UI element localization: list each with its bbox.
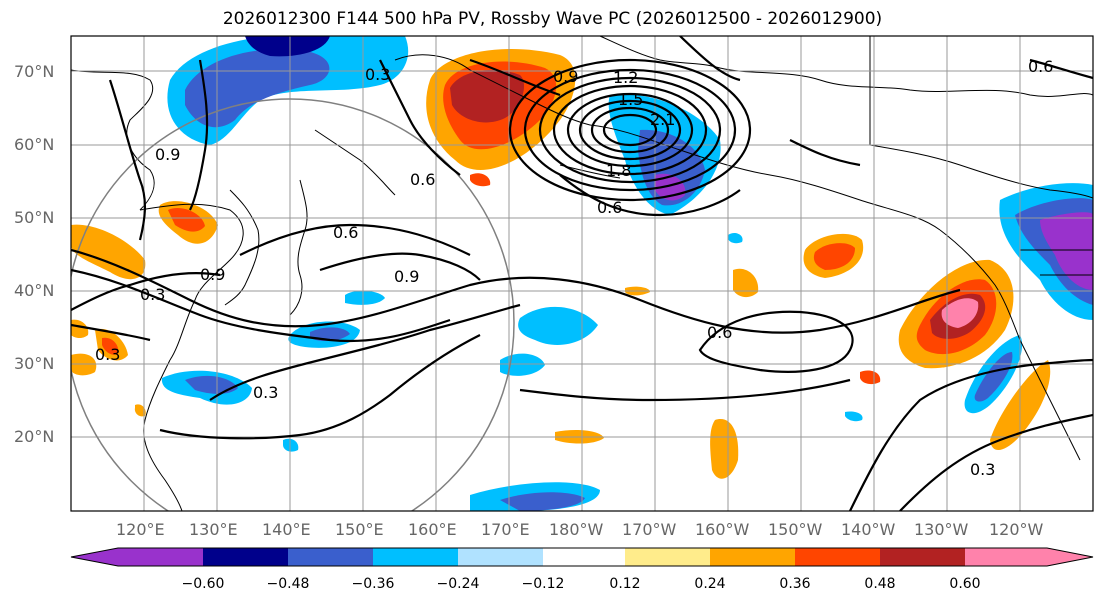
gridlines	[71, 36, 1093, 511]
lat-label: 50°N	[14, 208, 55, 227]
contour-label: 0.6	[1028, 57, 1053, 76]
lon-label: 120°W	[989, 520, 1044, 539]
region-circle	[71, 98, 515, 511]
colorbar-extend-low	[71, 548, 118, 566]
colorbar-swatch	[965, 548, 1047, 566]
lat-label: 30°N	[14, 354, 55, 373]
colorbar-tick-label: −0.24	[436, 576, 480, 592]
colorbar-swatch	[625, 548, 710, 566]
colorbar-tick-label: 0.12	[609, 576, 641, 592]
contour-label: 0.3	[365, 65, 390, 84]
contour-label-group: 0.3 0.6 0.6 0.6 0.9 0.9 0.9 0.9 1.2 1.5 …	[95, 57, 1053, 479]
colorbar-tick-label: 0.48	[864, 576, 896, 592]
colorbar-tick-label: −0.48	[266, 576, 310, 592]
contour-label: 0.3	[253, 383, 278, 402]
colorbar-swatch	[795, 548, 880, 566]
lon-label: 140°W	[841, 520, 896, 539]
colorbar-swatch	[880, 548, 965, 566]
lon-label: 180°W	[549, 520, 604, 539]
lon-label: 150°E	[335, 520, 384, 539]
contour-label: 1.8	[606, 161, 631, 180]
colorbar-tick-label: −0.36	[351, 576, 395, 592]
contour-label: 0.6	[707, 323, 732, 342]
contour-label: 0.6	[333, 223, 358, 242]
map-frame	[70, 35, 1094, 512]
lat-label: 60°N	[14, 135, 55, 154]
colorbar-swatch	[203, 548, 288, 566]
colorbar-tick-label: 0.60	[949, 576, 981, 592]
colorbar-tick-label: 0.36	[779, 576, 811, 592]
contour-label: 0.9	[553, 67, 578, 86]
pv-contours	[71, 36, 1093, 511]
colorbar-tick-label: −0.60	[181, 576, 225, 592]
lon-label: 130°W	[914, 520, 969, 539]
colorbar-swatch	[288, 548, 373, 566]
lat-label: 20°N	[14, 427, 55, 446]
contour-label: 0.3	[95, 345, 120, 364]
contour-label: 0.3	[140, 285, 165, 304]
colorbar-swatch	[373, 548, 458, 566]
colorbar-extend-high	[1047, 548, 1093, 566]
lat-label: 40°N	[14, 281, 55, 300]
map-title: 2026012300 F144 500 hPa PV, Rossby Wave …	[222, 9, 883, 29]
contour-label: 0.9	[200, 265, 225, 284]
contour-label: 2.1	[650, 110, 675, 129]
contour-label: 1.2	[613, 68, 638, 87]
lon-label: 150°W	[768, 520, 823, 539]
lon-label: 170°W	[622, 520, 677, 539]
lon-label: 120°E	[116, 520, 165, 539]
contour-label: 1.5	[618, 90, 643, 109]
contour-label: 0.6	[597, 198, 622, 217]
colorbar-outline	[70, 547, 1094, 567]
contour-label: 0.3	[970, 460, 995, 479]
lon-label: 170°E	[481, 520, 530, 539]
lon-label: 140°E	[262, 520, 311, 539]
lon-label: 160°E	[408, 520, 457, 539]
contour-label: 0.9	[394, 267, 419, 286]
lat-label: 70°N	[14, 62, 55, 81]
colorbar-swatch	[543, 548, 625, 566]
colorbar-swatch	[458, 548, 543, 566]
colorbar-swatch	[118, 548, 203, 566]
colorbar	[70, 547, 1094, 567]
lon-label: 160°W	[695, 520, 750, 539]
colorbar-tick-label: 0.24	[694, 576, 726, 592]
contour-label: 0.9	[155, 145, 180, 164]
lon-label: 130°E	[189, 520, 238, 539]
contour-label: 0.6	[410, 170, 435, 189]
colorbar-tick-label: −0.12	[521, 576, 565, 592]
colorbar-swatch	[710, 548, 795, 566]
